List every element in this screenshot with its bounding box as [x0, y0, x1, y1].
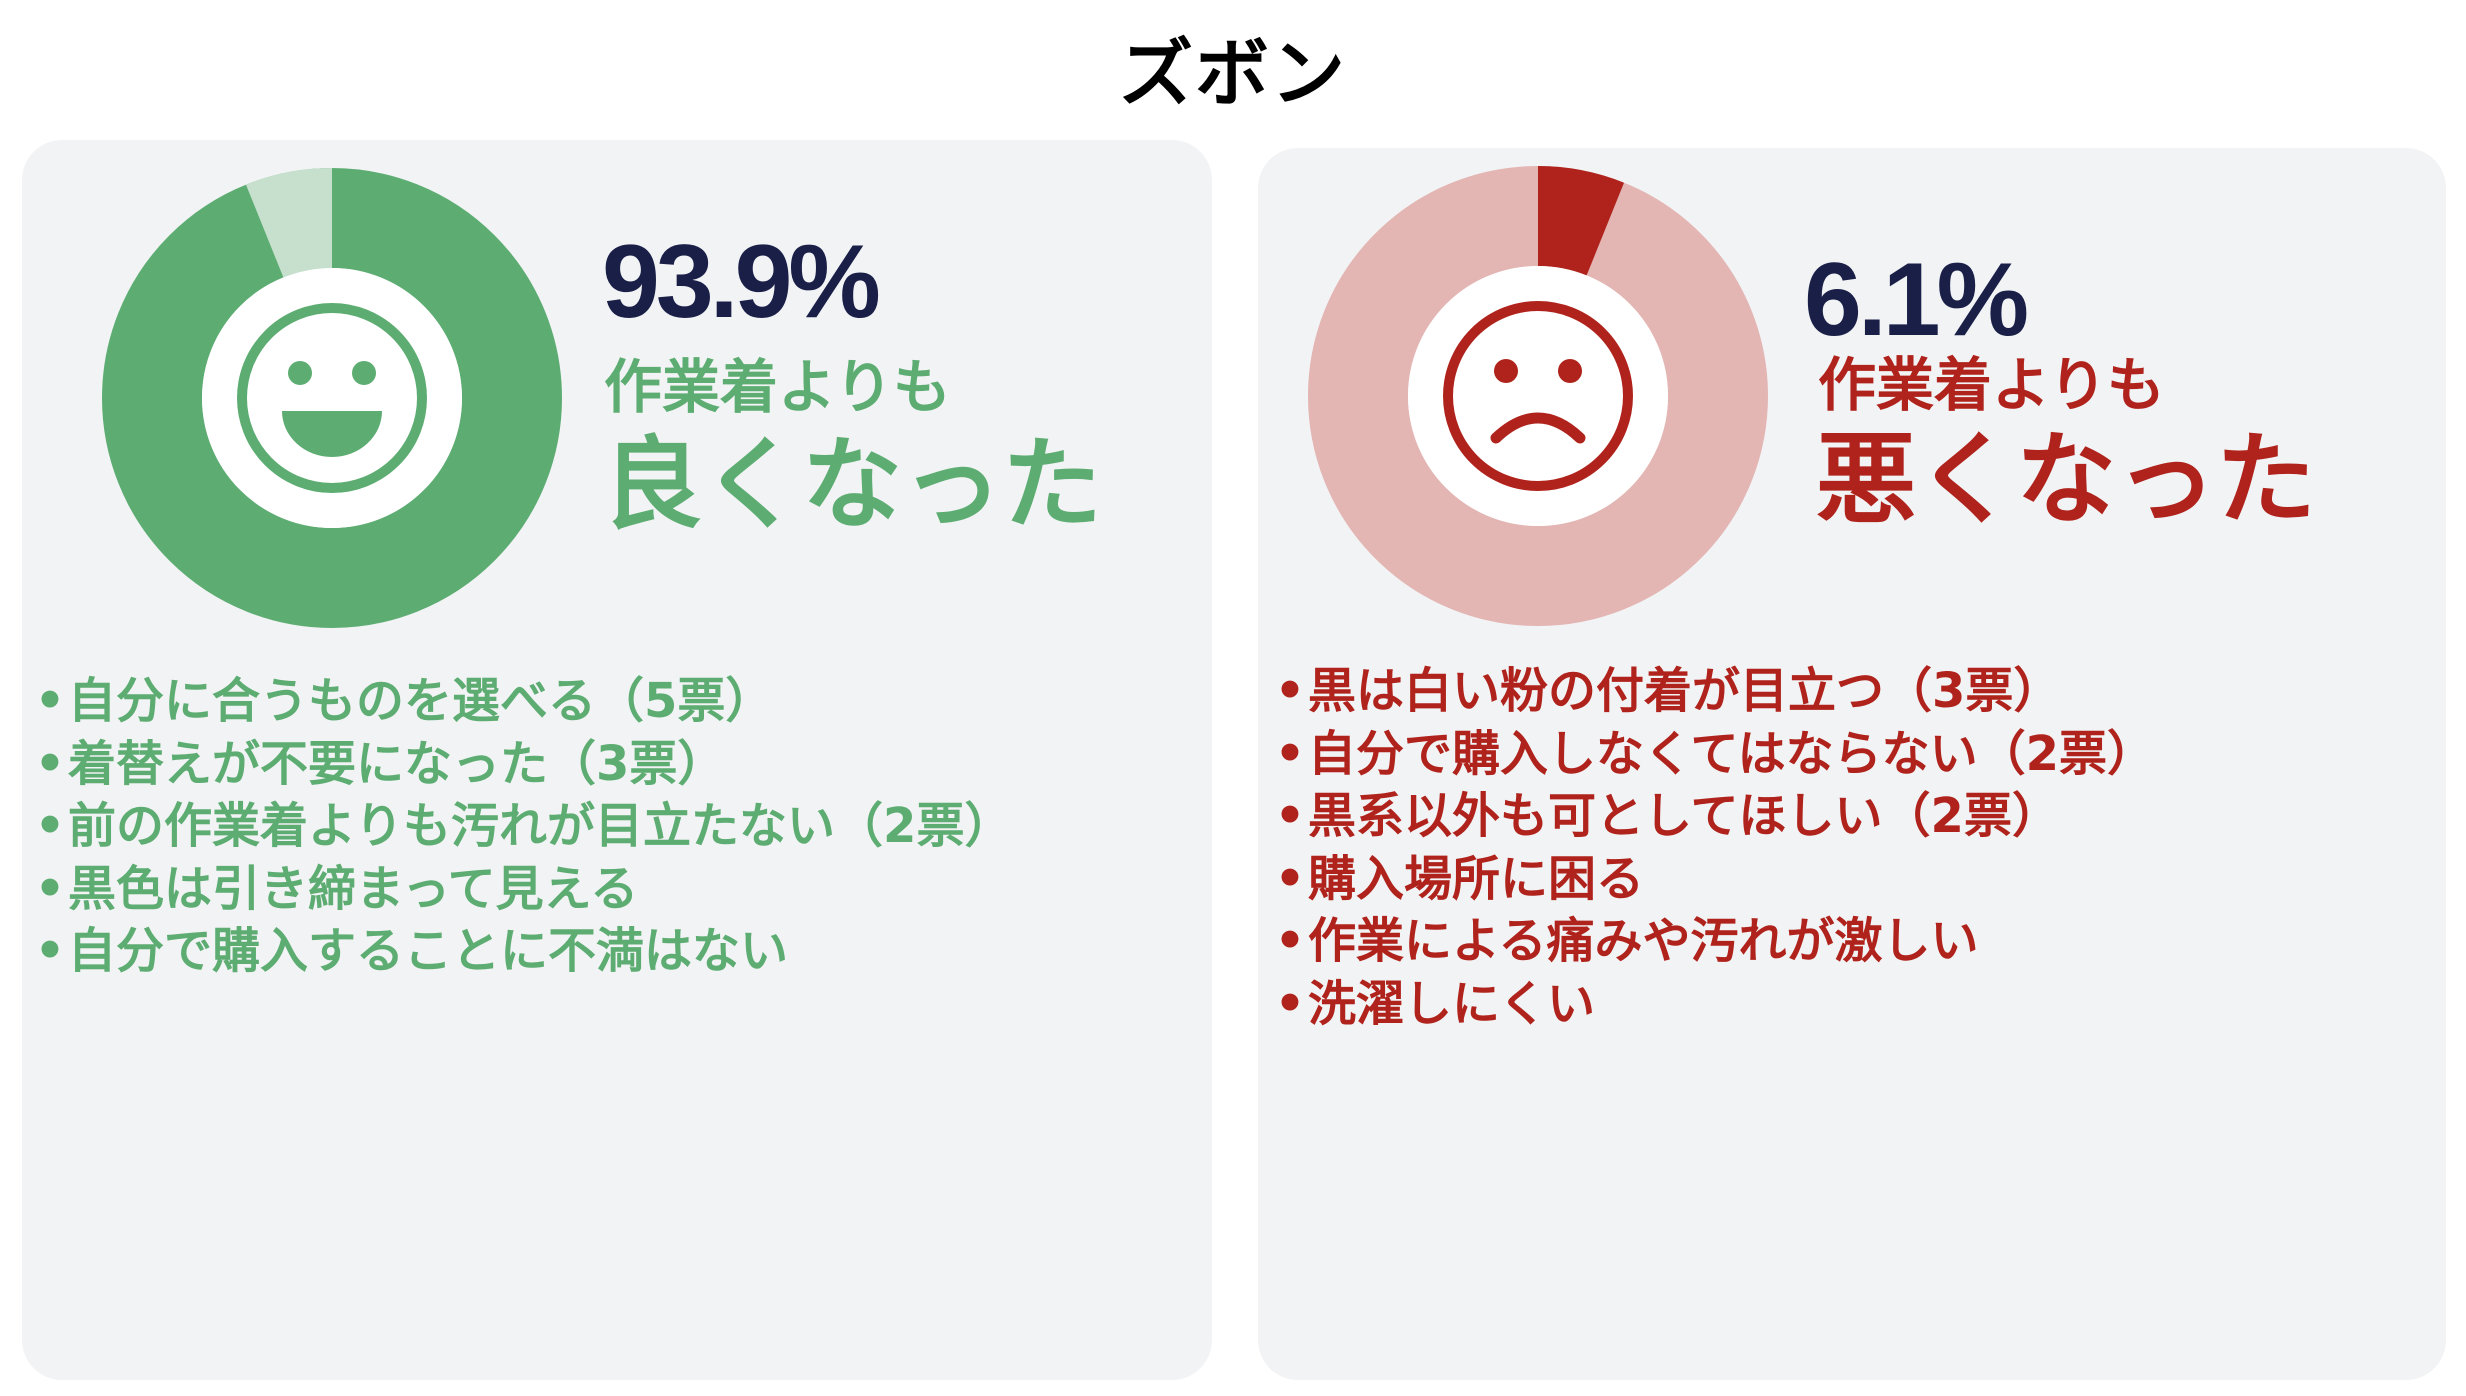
- list-item: •自分に合うものを選べる（5票）: [32, 670, 1012, 733]
- list-item: •黒系以外も可としてほしい（2票）: [1272, 785, 2155, 848]
- list-item: •前の作業着よりも汚れが目立たない（2票）: [32, 795, 1013, 858]
- list-item: •購入場所に困る: [1272, 848, 2155, 911]
- bullet-icon: •: [34, 735, 66, 792]
- worsened-reasons-list: •黒は白い粉の付着が目立つ（3票） •自分で購入しなくてはならない（2票） •黒…: [1272, 660, 2155, 1035]
- improved-card: 93.9% 作業着よりも 良くなった •自分に合うものを選べる（5票） •着替え…: [22, 140, 1212, 1380]
- bullet-icon: •: [34, 860, 66, 917]
- list-item: •自分で購入することに不満はない: [32, 920, 1012, 983]
- worsened-subtitle: 作業着よりも: [1818, 351, 2165, 419]
- bullet-icon: •: [34, 673, 66, 729]
- list-item: •着替えが不要になった（3票）: [32, 733, 1012, 796]
- bullet-icon: •: [1274, 663, 1306, 719]
- improved-reasons-list: •自分に合うものを選べる（5票） •着替えが不要になった（3票） •前の作業着よ…: [32, 670, 1013, 983]
- list-item: •作業による痛みや汚れが激しい: [1272, 910, 2155, 973]
- worsened-percent-label: 6.1%: [1804, 242, 2029, 358]
- page-title: ズボン: [1119, 31, 1347, 117]
- worsened-donut-svg: [1308, 166, 1768, 626]
- bullet-icon: •: [34, 923, 66, 979]
- worsened-donut-main-slice: [1538, 166, 1625, 276]
- bullet-icon: •: [1274, 850, 1306, 907]
- improved-donut-chart: [102, 168, 562, 628]
- list-item: •自分で購入しなくてはならない（2票）: [1272, 723, 2155, 786]
- worsened-donut-chart: [1308, 166, 1768, 626]
- list-item: •洗濯しにくい: [1272, 973, 2155, 1036]
- list-item: •黒は白い粉の付着が目立つ（3票）: [1272, 660, 2155, 723]
- worsened-card: 6.1% 作業着よりも 悪くなった •黒は白い粉の付着が目立つ（3票） •自分で…: [1258, 148, 2446, 1380]
- smile-face-icon: [237, 303, 427, 493]
- improved-percent-label: 93.9%: [602, 224, 881, 340]
- improved-verdict: 良くなった: [602, 426, 1102, 543]
- bullet-icon: •: [1274, 788, 1306, 844]
- improved-subtitle: 作業着よりも: [604, 353, 951, 421]
- bullet-icon: •: [34, 798, 66, 854]
- sad-face-icon: [1443, 301, 1633, 491]
- bullet-icon: •: [1274, 725, 1306, 782]
- list-item: •黒色は引き締まって見える: [32, 858, 1012, 921]
- improved-donut-svg: [102, 168, 562, 628]
- improved-donut-remainder-slice: [245, 168, 332, 278]
- worsened-verdict: 悪くなった: [1816, 421, 2316, 538]
- bullet-icon: •: [1274, 975, 1306, 1032]
- bullet-icon: •: [1274, 913, 1306, 969]
